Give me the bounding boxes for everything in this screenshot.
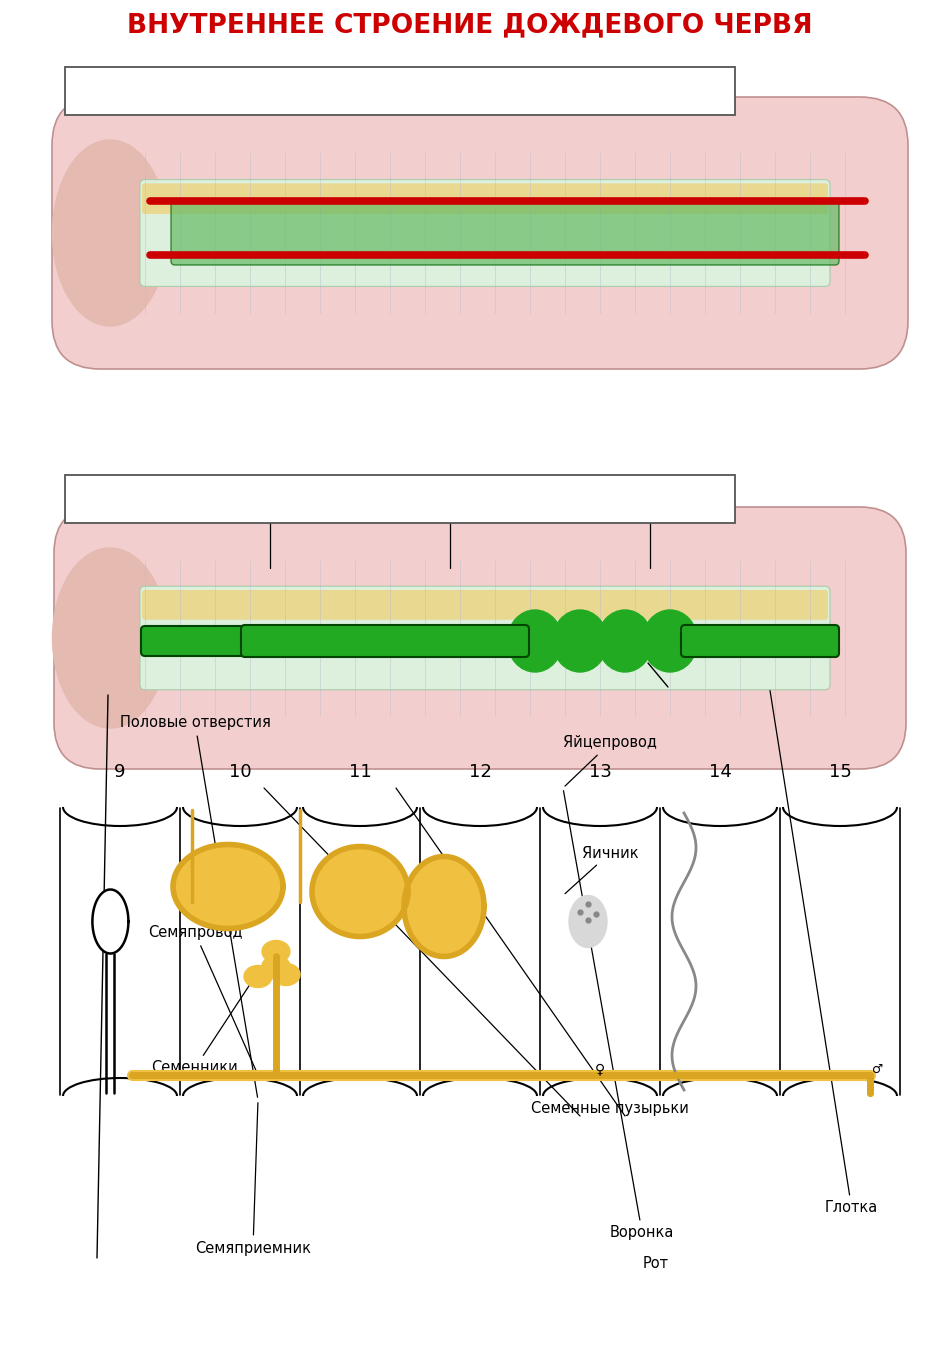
Ellipse shape [244,965,272,988]
Text: Семяприемник: Семяприемник [195,1103,311,1255]
Text: ♂: ♂ [872,1063,884,1075]
Text: ♀: ♀ [595,1062,605,1075]
Text: 11: 11 [349,763,371,781]
FancyBboxPatch shape [140,180,830,286]
FancyBboxPatch shape [52,97,908,369]
Text: Яичник: Яичник [565,845,638,894]
Ellipse shape [598,611,652,672]
FancyBboxPatch shape [171,200,839,264]
Text: Глотка: Глотка [763,649,878,1216]
Ellipse shape [272,964,300,985]
Text: Семенные пузырьки: Семенные пузырьки [531,1100,689,1115]
Ellipse shape [553,611,607,672]
FancyBboxPatch shape [241,626,529,657]
Text: Яйцепровод: Яйцепровод [563,736,657,786]
Text: 14: 14 [709,763,731,781]
FancyBboxPatch shape [54,507,906,769]
Text: Половые отверстия: Половые отверстия [119,716,271,1097]
Ellipse shape [643,611,697,672]
FancyBboxPatch shape [65,474,735,523]
Text: 15: 15 [828,763,852,781]
Text: 13: 13 [588,763,611,781]
Ellipse shape [53,548,167,728]
Text: 10: 10 [228,763,251,781]
Text: Семенники: Семенники [151,964,263,1075]
FancyBboxPatch shape [142,184,828,214]
Text: 12: 12 [468,763,492,781]
Text: Рот: Рот [643,1255,669,1270]
Text: Воронка: Воронка [563,791,674,1240]
Polygon shape [92,890,129,954]
Text: Семяпровод: Семяпровод [148,925,257,1073]
Ellipse shape [508,611,562,672]
FancyBboxPatch shape [140,586,830,690]
FancyBboxPatch shape [681,626,839,657]
Ellipse shape [53,140,167,326]
FancyBboxPatch shape [141,626,259,656]
Polygon shape [312,846,408,936]
FancyBboxPatch shape [65,67,735,114]
Text: ВНУТРЕННЕЕ СТРОЕНИЕ ДОЖДЕВОГО ЧЕРВЯ: ВНУТРЕННЕЕ СТРОЕНИЕ ДОЖДЕВОГО ЧЕРВЯ [127,12,813,38]
Ellipse shape [262,955,290,977]
Text: 9: 9 [115,763,126,781]
Ellipse shape [569,895,607,947]
FancyBboxPatch shape [142,590,828,620]
Ellipse shape [262,940,290,962]
Polygon shape [173,845,283,928]
Text: Желудок: Желудок [643,661,713,676]
Polygon shape [404,856,484,957]
